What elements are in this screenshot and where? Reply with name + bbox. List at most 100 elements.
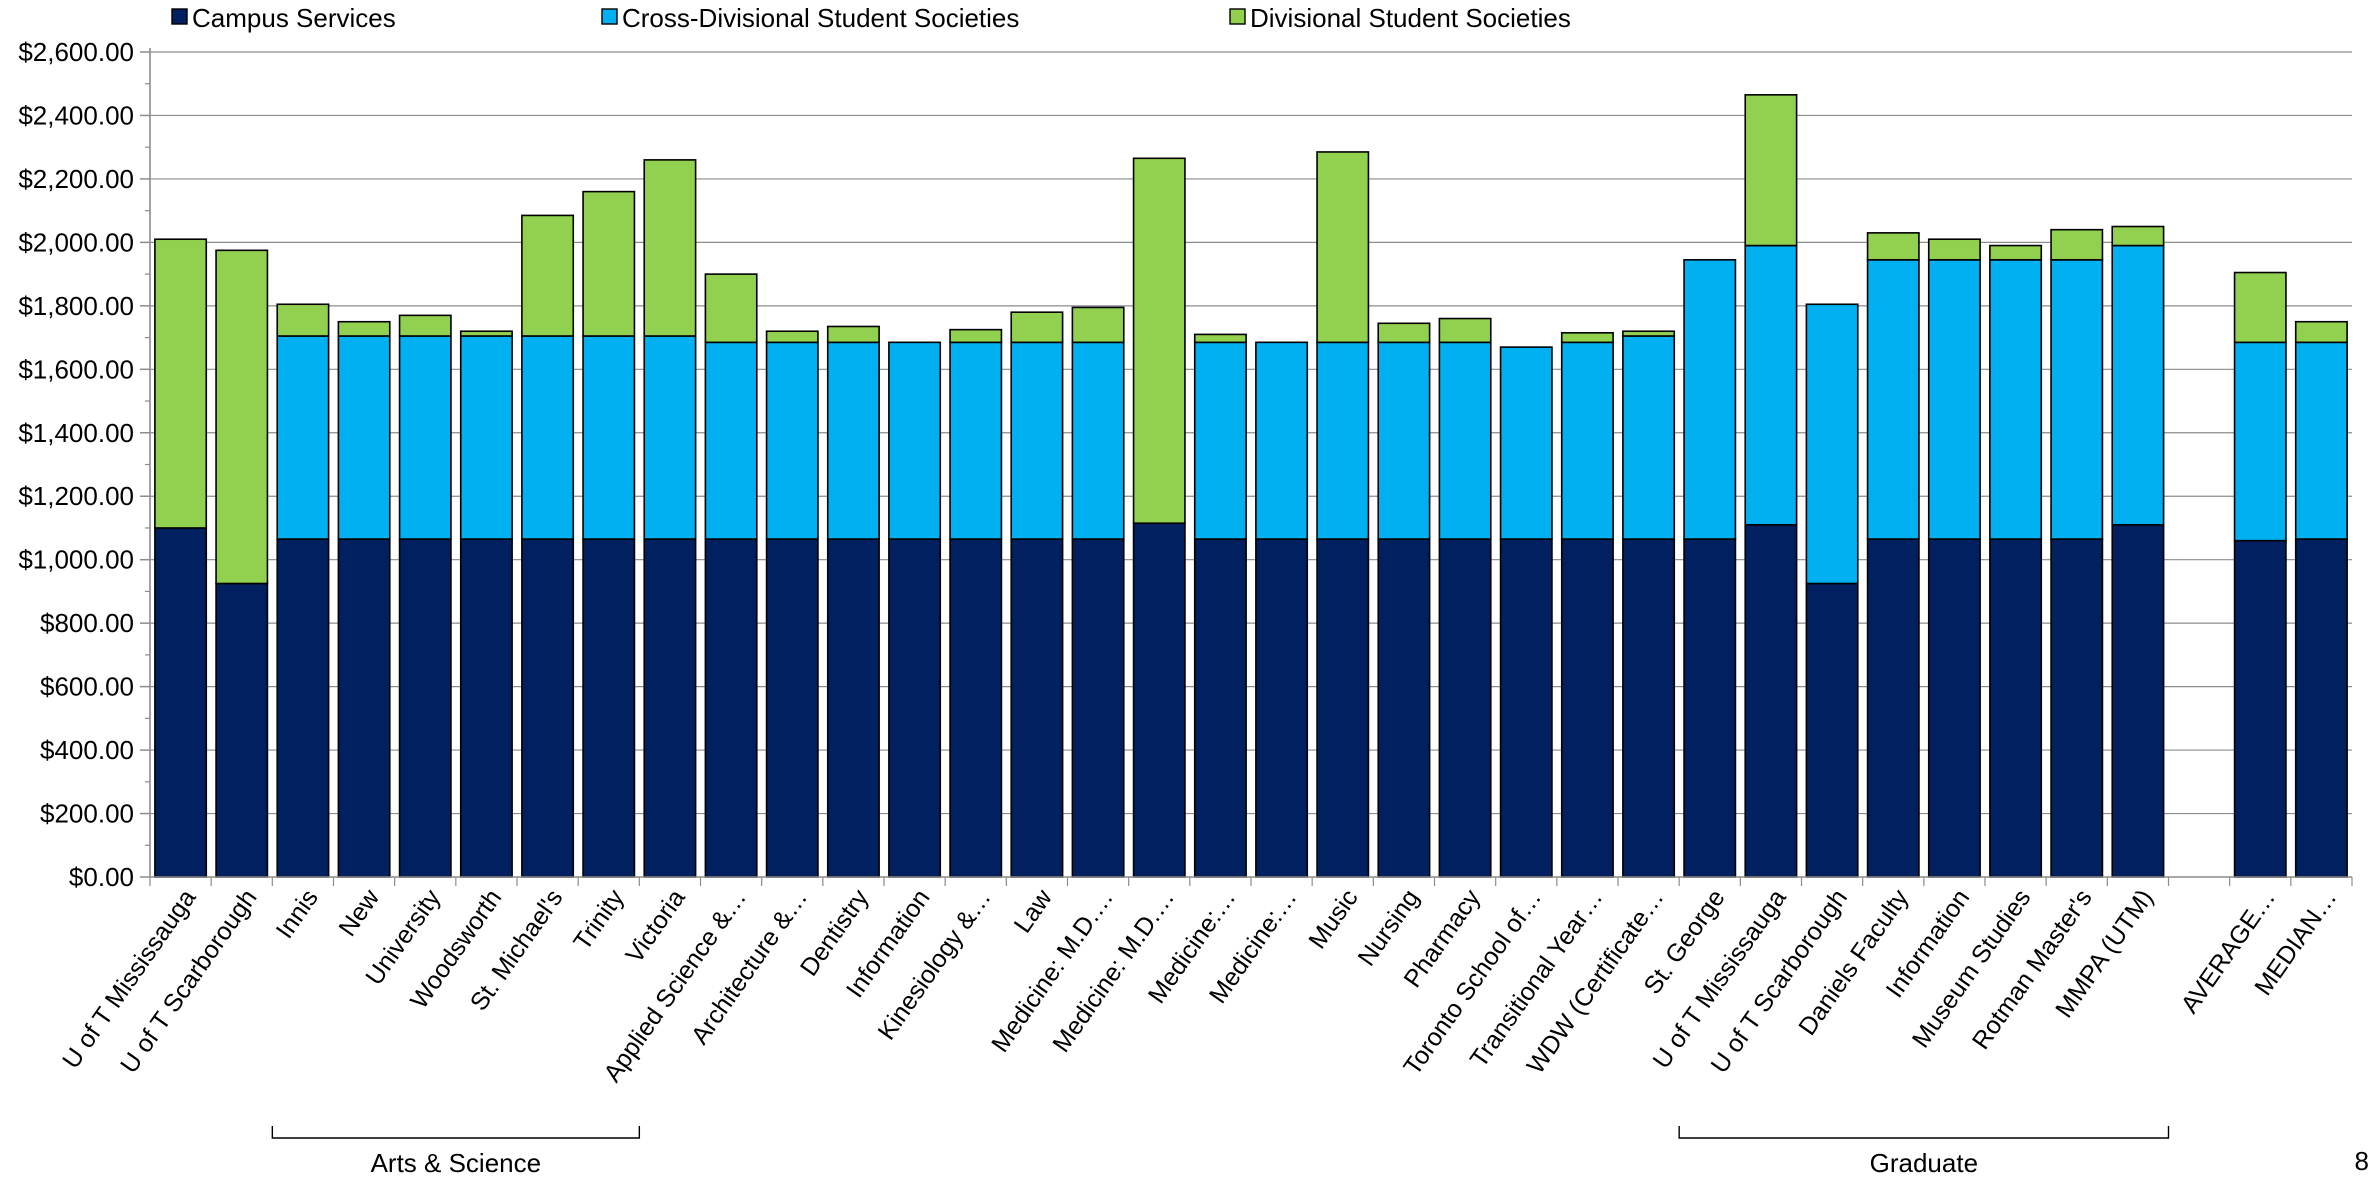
bar-segment-campus-services bbox=[1622, 538, 1676, 878]
bar-segment-campus-services bbox=[1927, 538, 1981, 878]
bar-segment-cross-divisional-student-societies bbox=[398, 335, 452, 540]
gridlines bbox=[150, 51, 2352, 815]
bar-segment-divisional-student-societies bbox=[1989, 244, 2043, 261]
bar-segment-campus-services bbox=[337, 538, 391, 878]
x-tick-label: Innis bbox=[271, 884, 324, 943]
y-tick-label: $1,800.00 bbox=[18, 291, 134, 321]
bar-segment-cross-divisional-student-societies bbox=[1989, 259, 2043, 540]
x-tick-label: Kinesiology &… bbox=[873, 884, 997, 1045]
bar-segment-campus-services bbox=[2111, 523, 2165, 878]
y-tick-label: $1,400.00 bbox=[18, 418, 134, 448]
bar-segment-cross-divisional-student-societies bbox=[1622, 335, 1676, 540]
bar-segment-cross-divisional-student-societies bbox=[949, 341, 1003, 540]
legend-label: Cross-Divisional Student Societies bbox=[622, 3, 1019, 33]
bar-segment-cross-divisional-student-societies bbox=[643, 335, 697, 540]
bar-segment-cross-divisional-student-societies bbox=[1010, 341, 1064, 540]
bar-segment-campus-services bbox=[949, 538, 1003, 878]
bar-segment-divisional-student-societies bbox=[1010, 311, 1064, 344]
bar-segment-campus-services bbox=[1989, 538, 2043, 878]
bar-segment-cross-divisional-student-societies bbox=[704, 341, 758, 540]
bars bbox=[154, 94, 2348, 878]
bar-segment-cross-divisional-student-societies bbox=[1683, 259, 1737, 540]
bar-segment-campus-services bbox=[1805, 582, 1859, 878]
y-tick-label: $2,400.00 bbox=[18, 100, 134, 130]
bar-segment-cross-divisional-student-societies bbox=[1255, 341, 1309, 540]
legend-label: Campus Services bbox=[192, 3, 396, 33]
bar-segment-campus-services bbox=[1744, 523, 1798, 878]
bar-segment-cross-divisional-student-societies bbox=[1071, 341, 1125, 540]
bar-segment-campus-services bbox=[888, 538, 942, 878]
bar-segment-cross-divisional-student-societies bbox=[2050, 259, 2104, 540]
y-tick-label: $1,600.00 bbox=[18, 354, 134, 384]
bar-segment-campus-services bbox=[1683, 538, 1737, 878]
bar-segment-cross-divisional-student-societies bbox=[1316, 341, 1370, 540]
bar-segment-divisional-student-societies bbox=[459, 330, 513, 337]
bar-segment-cross-divisional-student-societies bbox=[1499, 346, 1553, 540]
y-tick-label: $200.00 bbox=[40, 799, 134, 829]
bar-segment-campus-services bbox=[154, 527, 208, 878]
bar-segment-cross-divisional-student-societies bbox=[1805, 303, 1859, 585]
legend-swatch bbox=[1229, 8, 1246, 25]
legend-swatch bbox=[171, 8, 188, 25]
bar-segment-campus-services bbox=[459, 538, 513, 878]
bar-segment-divisional-student-societies bbox=[1193, 333, 1247, 344]
bar-segment-cross-divisional-student-societies bbox=[521, 335, 575, 540]
bar-segment-campus-services bbox=[1193, 538, 1247, 878]
bar-segment-campus-services bbox=[1132, 522, 1186, 878]
bar-segment-cross-divisional-student-societies bbox=[1193, 341, 1247, 540]
bar-segment-cross-divisional-student-societies bbox=[888, 341, 942, 540]
bar-segment-campus-services bbox=[1071, 538, 1125, 878]
bar-segment-divisional-student-societies bbox=[826, 325, 880, 344]
bar-segment-divisional-student-societies bbox=[337, 320, 391, 337]
bar-segment-cross-divisional-student-societies bbox=[1927, 259, 1981, 540]
bar-segment-campus-services bbox=[521, 538, 575, 878]
bar-segment-divisional-student-societies bbox=[154, 238, 208, 529]
x-tick-label: Daniels Faculty bbox=[1793, 884, 1914, 1040]
y-tick-label: $800.00 bbox=[40, 608, 134, 638]
y-tick-label: $1,200.00 bbox=[18, 481, 134, 511]
bar-segment-divisional-student-societies bbox=[398, 314, 452, 337]
bar-segment-divisional-student-societies bbox=[521, 214, 575, 337]
bar-segment-campus-services bbox=[1377, 538, 1431, 878]
bar-segment-divisional-student-societies bbox=[2111, 225, 2165, 247]
bar-segment-divisional-student-societies bbox=[765, 330, 819, 344]
bar-segment-campus-services bbox=[1866, 538, 1920, 878]
bar-segment-cross-divisional-student-societies bbox=[2294, 341, 2348, 540]
bar-segment-divisional-student-societies bbox=[2050, 228, 2104, 261]
bar-segment-cross-divisional-student-societies bbox=[459, 335, 513, 540]
category-groups: Arts & Science Graduate bbox=[271, 1126, 2170, 1178]
bar-segment-campus-services bbox=[398, 538, 452, 878]
bar-segment-divisional-student-societies bbox=[1866, 232, 1920, 261]
bar-segment-divisional-student-societies bbox=[1377, 322, 1431, 344]
bar-segment-divisional-student-societies bbox=[704, 273, 758, 344]
bar-segment-divisional-student-societies bbox=[1316, 151, 1370, 344]
x-tick-label: New bbox=[333, 884, 385, 942]
bar-segment-campus-services bbox=[2294, 538, 2348, 878]
group-label: Arts & Science bbox=[371, 1148, 542, 1178]
bar-segment-divisional-student-societies bbox=[949, 328, 1003, 344]
bar-segment-campus-services bbox=[1010, 538, 1064, 878]
bar-segment-campus-services bbox=[1438, 538, 1492, 878]
bar-segment-cross-divisional-student-societies bbox=[1560, 341, 1614, 540]
x-tick-label: Trinity bbox=[568, 884, 630, 955]
page-number: 8 bbox=[2355, 1146, 2369, 1176]
bar-segment-cross-divisional-student-societies bbox=[2111, 244, 2165, 526]
y-tick-label: $2,200.00 bbox=[18, 164, 134, 194]
bar-segment-campus-services bbox=[215, 582, 269, 878]
bar-segment-campus-services bbox=[643, 538, 697, 878]
bar-segment-divisional-student-societies bbox=[1560, 332, 1614, 344]
bar-segment-divisional-student-societies bbox=[582, 190, 636, 337]
y-tick-label: $0.00 bbox=[69, 862, 134, 892]
bar-segment-cross-divisional-student-societies bbox=[1744, 244, 1798, 526]
bar-segment-campus-services bbox=[1560, 538, 1614, 878]
bar-segment-campus-services bbox=[826, 538, 880, 878]
bar-segment-cross-divisional-student-societies bbox=[2233, 341, 2287, 542]
bar-segment-cross-divisional-student-societies bbox=[765, 341, 819, 540]
bar-segment-campus-services bbox=[2233, 539, 2287, 878]
x-tick-label: Law bbox=[1009, 884, 1059, 938]
legend: Campus Services Cross-Divisional Student … bbox=[171, 3, 1571, 33]
y-tick-label: $2,600.00 bbox=[18, 37, 134, 67]
bar-segment-campus-services bbox=[1316, 538, 1370, 878]
